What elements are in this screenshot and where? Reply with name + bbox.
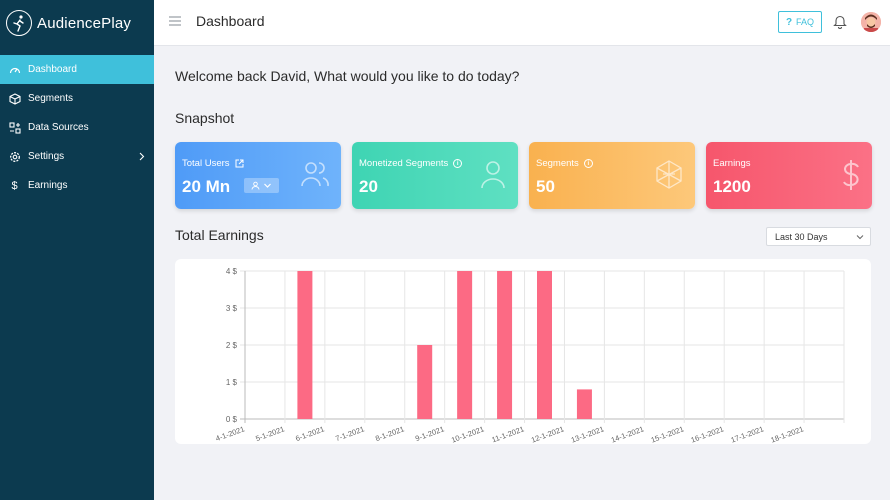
info-icon[interactable]: i — [453, 159, 463, 168]
chevron-right-icon — [139, 152, 145, 161]
sidebar-item-label: Segments — [28, 93, 74, 104]
sidebar-item-label: Dashboard — [28, 64, 77, 75]
user-icon — [481, 161, 505, 189]
cube-icon — [8, 92, 21, 105]
total-earnings-title: Total Earnings — [175, 227, 264, 243]
x-tick-label: 16-1-2021 — [690, 424, 725, 444]
earnings-card[interactable]: Earnings 1200 — [706, 142, 872, 209]
users-icon — [301, 162, 329, 187]
hamburger-menu-icon[interactable] — [169, 15, 181, 27]
sidebar-nav: Dashboard Segments Data Sources Settings… — [0, 55, 154, 200]
card-label: Total Users — [182, 158, 244, 169]
y-tick-label: 3 $ — [226, 304, 238, 313]
x-tick-label: 11-1-2021 — [491, 424, 526, 444]
user-type-dropdown[interactable] — [244, 178, 279, 193]
x-tick-label: 18-1-2021 — [770, 424, 805, 444]
info-icon[interactable]: i — [583, 159, 593, 168]
card-label: Monetized Segments i — [359, 158, 463, 169]
dollar-icon: $ — [11, 179, 18, 192]
sidebar-item-earnings[interactable]: $ Earnings — [0, 171, 154, 200]
card-value: 50 — [536, 177, 555, 196]
card-value: 20 Mn — [182, 177, 231, 196]
sidebar-item-data-sources[interactable]: Data Sources — [0, 113, 154, 142]
x-tick-label: 14-1-2021 — [610, 424, 645, 444]
x-tick-label: 10-1-2021 — [450, 424, 485, 444]
bar-9-1-2021 — [457, 271, 473, 419]
x-tick-label: 9-1-2021 — [414, 424, 445, 443]
bar-5-1-2021 — [297, 271, 313, 419]
card-label-text: Earnings — [713, 158, 751, 169]
dollar-sign-icon — [843, 160, 859, 190]
card-label-text: Monetized Segments — [359, 158, 449, 169]
top-header: Dashboard ? FAQ — [154, 0, 890, 46]
bar-10-1-2021 — [497, 271, 513, 419]
sidebar-item-segments[interactable]: Segments — [0, 84, 154, 113]
chevron-down-icon — [264, 183, 271, 188]
x-tick-label: 8-1-2021 — [374, 424, 405, 443]
card-value: 20 — [359, 177, 378, 196]
page-title: Dashboard — [196, 13, 265, 29]
earnings-chart-card: 0 $ 1 $ 2 $ 3 $ 4 $ 4-1-2021 5-1-2021 6-1-2021 7… — [175, 259, 871, 444]
sidebar-item-label: Settings — [28, 151, 65, 162]
card-value: 1200 — [713, 177, 751, 196]
faq-button[interactable]: ? FAQ — [778, 11, 822, 33]
x-tick-label: 13-1-2021 — [570, 424, 605, 444]
monetized-segments-card[interactable]: Monetized Segments i 20 — [352, 142, 518, 209]
y-tick-label: 4 $ — [226, 267, 238, 276]
date-range-value: Last 30 Days — [775, 231, 828, 242]
card-label: Earnings — [713, 158, 751, 169]
chevron-down-icon — [856, 235, 864, 240]
bell-icon[interactable] — [833, 14, 847, 29]
segments-card[interactable]: Segments i 50 — [529, 142, 695, 209]
card-label-text: Total Users — [182, 158, 230, 169]
card-label-text: Segments — [536, 158, 579, 169]
brand[interactable]: AudiencePlay — [0, 0, 154, 46]
network-cube-icon — [656, 160, 682, 189]
date-range-select[interactable]: Last 30 Days — [766, 227, 871, 246]
sidebar-item-dashboard[interactable]: Dashboard — [0, 55, 154, 84]
welcome-message: Welcome back David, What would you like … — [175, 68, 520, 84]
x-tick-label: 12-1-2021 — [530, 424, 565, 444]
help-icon: ? — [785, 16, 793, 28]
sidebar-item-settings[interactable]: Settings — [0, 142, 154, 171]
snapshot-title: Snapshot — [175, 110, 235, 126]
y-tick-label: 0 $ — [226, 415, 238, 424]
bar-11-1-2021 — [537, 271, 552, 419]
gauge-icon — [8, 63, 21, 76]
y-tick-label: 2 $ — [226, 341, 238, 350]
x-tick-label: 4-1-2021 — [214, 424, 245, 443]
sidebar: AudiencePlay Dashboard Segments Data Sou… — [0, 0, 154, 500]
total-users-card[interactable]: Total Users 20 Mn — [175, 142, 341, 209]
x-tick-label: 15-1-2021 — [650, 424, 685, 444]
audienceplay-logo-icon — [6, 10, 32, 36]
user-small-icon — [251, 181, 260, 190]
card-label: Segments i — [536, 158, 593, 169]
external-link-icon[interactable] — [235, 159, 244, 168]
sidebar-item-label: Earnings — [28, 180, 68, 191]
earnings-bar-chart: 0 $ 1 $ 2 $ 3 $ 4 $ 4-1-2021 5-1-2021 6-1-2021 7… — [214, 267, 845, 444]
sidebar-item-label: Data Sources — [28, 122, 89, 133]
x-tick-label: 17-1-2021 — [730, 424, 765, 444]
bar-12-1-2021 — [576, 389, 592, 419]
bar-8-1-2021 — [417, 345, 433, 419]
app-name: AudiencePlay — [37, 14, 132, 32]
x-tick-label: 7-1-2021 — [334, 424, 365, 443]
x-tick-label: 6-1-2021 — [294, 424, 325, 443]
y-tick-label: 1 $ — [226, 378, 238, 387]
data-sources-icon — [8, 121, 21, 134]
faq-label: FAQ — [796, 17, 815, 27]
avatar[interactable] — [861, 12, 881, 32]
x-tick-label: 5-1-2021 — [254, 424, 285, 443]
gear-icon — [8, 150, 21, 163]
